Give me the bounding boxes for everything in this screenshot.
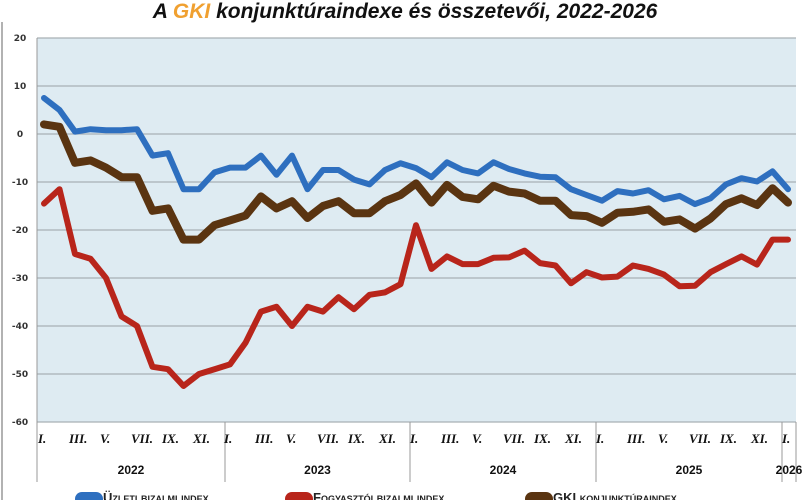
chart-title: A GKI konjunktúraindexe és összetevői, 2… [0,0,810,24]
x-tick-label: V. [100,431,110,446]
legend-label: Fogyasztói bizalmi index [313,490,444,500]
x-tick-label: III. [68,431,87,446]
series-line-2 [41,186,791,389]
legend-label: Üzleti bizalmi index [103,490,209,500]
y-tick-label: -50 [12,370,28,380]
x-tick-label: III. [254,431,273,446]
y-tick-label: -10 [12,178,28,188]
x-tick-label: I. [595,431,604,446]
x-tick-label: V. [472,431,482,446]
x-tick-label: VII. [689,431,711,446]
y-tick-label: -60 [12,418,28,428]
x-tick-label: IX. [161,431,179,446]
legend-swatch [285,492,313,500]
year-label: 2022 [118,463,145,477]
year-label: 2024 [490,463,517,477]
year-label: 2023 [304,463,331,477]
x-tick-label: XI. [564,431,582,446]
x-tick-label: I. [409,431,418,446]
series-line-3 [40,120,792,244]
x-tick-label: IX. [719,431,737,446]
y-tick-label: -30 [12,274,28,284]
title-rest: konjunktúraindexe és összetevői, 2022-20… [210,0,658,23]
x-tick-label: IX. [533,431,551,446]
x-tick-label: III. [440,431,459,446]
x-tick-label: VII. [317,431,339,446]
series-line-1 [41,95,791,208]
x-tick-label: XI. [378,431,396,446]
legend-label: GKI konjunktúraindex [553,490,677,500]
year-label: 2026 [776,463,803,477]
x-tick-label: IX. [347,431,365,446]
legend-swatch [525,492,553,500]
y-tick-label: 20 [14,34,27,44]
title-brand: GKI [172,0,211,23]
legend-swatch [75,492,103,500]
x-tick-label: I. [781,431,790,446]
year-label: 2025 [676,463,703,477]
y-tick-label: 0 [17,130,23,140]
y-tick-label: -20 [12,226,28,236]
x-tick-label: V. [286,431,296,446]
y-tick-label: -40 [12,322,28,332]
x-tick-label: XI. [192,431,210,446]
x-tick-label: III. [626,431,645,446]
x-tick-label: I. [223,431,232,446]
x-tick-label: VII. [503,431,525,446]
x-tick-label: V. [658,431,668,446]
x-tick-label: VII. [131,431,153,446]
y-tick-label: 10 [14,82,27,92]
x-tick-label: XI. [750,431,768,446]
title-prefix: A [152,0,173,23]
x-tick-label: I. [37,431,46,446]
